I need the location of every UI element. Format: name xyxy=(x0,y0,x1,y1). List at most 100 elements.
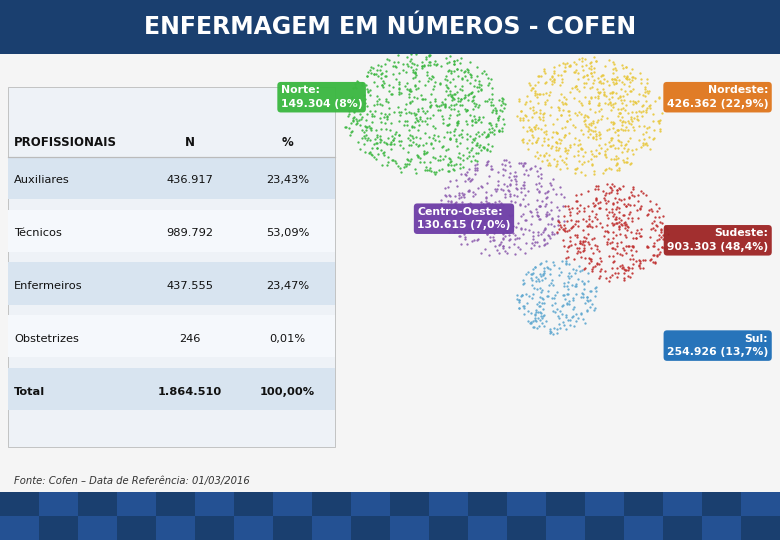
Point xyxy=(635,202,647,211)
Point xyxy=(544,328,556,337)
Point xyxy=(439,220,452,229)
Point xyxy=(582,112,594,121)
Point xyxy=(616,91,629,100)
Point xyxy=(527,268,540,277)
Point xyxy=(480,193,493,202)
Point xyxy=(479,210,491,219)
Point xyxy=(606,204,619,213)
Point xyxy=(622,262,634,271)
Point xyxy=(626,84,639,93)
Point xyxy=(468,91,480,100)
Point xyxy=(604,165,617,173)
Point xyxy=(375,117,388,126)
Point xyxy=(409,118,421,126)
Point xyxy=(517,170,530,178)
Point xyxy=(653,204,665,213)
Point xyxy=(558,99,571,107)
Point xyxy=(515,224,527,232)
Point xyxy=(372,60,385,69)
Point xyxy=(447,75,459,83)
Point xyxy=(558,130,571,139)
Point xyxy=(619,106,631,114)
Point xyxy=(375,68,388,77)
Point xyxy=(584,255,597,264)
Point xyxy=(584,119,597,127)
Point xyxy=(571,164,583,173)
Point xyxy=(607,233,619,242)
Point xyxy=(544,179,556,188)
FancyBboxPatch shape xyxy=(702,516,741,540)
Point xyxy=(550,145,562,154)
Point xyxy=(562,62,575,71)
Point xyxy=(581,297,594,306)
Point xyxy=(455,94,467,103)
Point xyxy=(430,60,442,69)
Point xyxy=(531,323,544,332)
Point xyxy=(611,186,623,194)
Point xyxy=(611,159,623,167)
Point xyxy=(622,214,634,222)
Point xyxy=(485,200,498,208)
Point xyxy=(360,72,373,81)
Point xyxy=(480,199,493,207)
Point xyxy=(603,251,615,260)
Point xyxy=(374,70,387,79)
Point xyxy=(488,130,501,138)
Point xyxy=(516,180,529,189)
Point xyxy=(570,266,583,275)
Point xyxy=(569,280,582,288)
Point xyxy=(504,191,516,200)
Point xyxy=(444,154,456,163)
Point xyxy=(548,69,560,77)
Point xyxy=(427,85,439,93)
Point xyxy=(591,85,604,93)
Point xyxy=(611,125,623,134)
Point xyxy=(475,117,488,126)
Point xyxy=(496,126,509,135)
Point xyxy=(403,136,416,144)
Point xyxy=(577,238,590,246)
Point xyxy=(481,140,494,149)
Point xyxy=(470,148,482,157)
Point xyxy=(570,82,583,91)
Point xyxy=(403,93,416,102)
Point xyxy=(575,309,587,318)
Point xyxy=(470,118,482,126)
Point xyxy=(398,162,410,171)
Point xyxy=(651,117,664,126)
Point xyxy=(378,148,390,157)
FancyBboxPatch shape xyxy=(8,210,335,252)
Point xyxy=(611,188,623,197)
FancyBboxPatch shape xyxy=(156,516,195,540)
Point xyxy=(454,160,466,169)
Point xyxy=(615,219,628,228)
Point xyxy=(655,232,668,241)
Point xyxy=(557,225,569,234)
Point xyxy=(480,230,493,239)
Point xyxy=(619,266,632,274)
Point xyxy=(479,207,491,215)
Point xyxy=(404,86,417,95)
Point xyxy=(608,59,620,68)
Point xyxy=(590,258,603,267)
Point xyxy=(489,184,502,193)
Point xyxy=(574,293,587,302)
Point xyxy=(558,227,571,236)
Point xyxy=(626,269,639,278)
Point xyxy=(612,153,625,162)
Point xyxy=(363,65,376,74)
Point xyxy=(616,262,629,271)
Point xyxy=(428,124,441,132)
Point xyxy=(597,232,610,241)
Point xyxy=(442,121,455,130)
Point xyxy=(613,183,626,192)
Point xyxy=(609,143,622,152)
Point xyxy=(522,116,534,125)
Point xyxy=(502,186,514,194)
Point xyxy=(486,127,498,136)
Point xyxy=(658,222,671,231)
Point xyxy=(528,87,541,96)
Point xyxy=(375,100,388,109)
Point xyxy=(560,311,573,320)
Point xyxy=(538,224,551,233)
